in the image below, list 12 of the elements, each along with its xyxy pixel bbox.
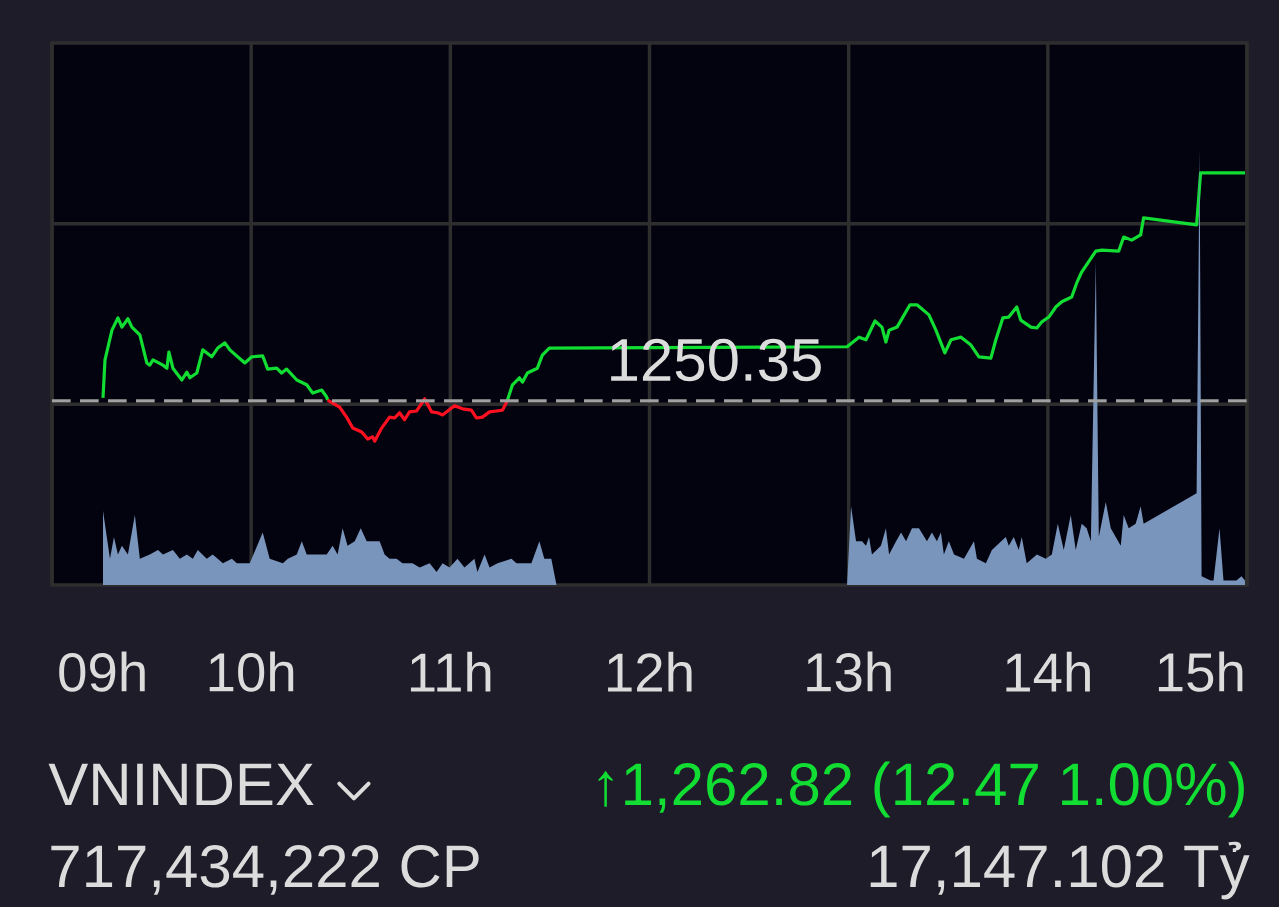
x-tick-label: 09h (59, 651, 145, 692)
x-tick-label: 10h (209, 651, 294, 692)
x-tick-label: 11h (410, 651, 491, 692)
text: 17,147.102 Tỷ (870, 841, 1250, 900)
text: ↑1,262.82 (12.47 1.00%) (598, 761, 1244, 818)
x-tick-label: 12h (608, 651, 692, 692)
x-tick-label: 15h (1158, 651, 1243, 692)
text: VNINDEX (48, 763, 314, 805)
annotation: 1250.35 (611, 338, 821, 382)
x-tick-label: 14h (1006, 651, 1090, 692)
text: 717,434,222 CP (51, 845, 479, 895)
x-tick-label: 13h (807, 651, 891, 692)
